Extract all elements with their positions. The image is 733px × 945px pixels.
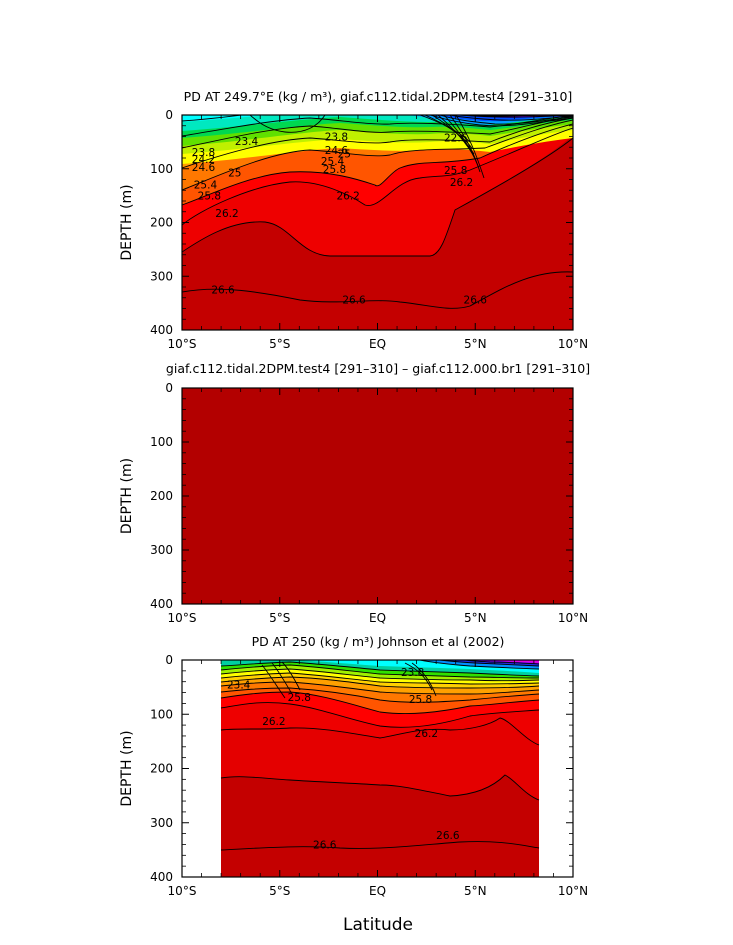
contour-label: 25.8 — [323, 164, 346, 176]
contour-label: 26.2 — [415, 728, 438, 740]
contour-label: 24.2 — [192, 154, 215, 166]
y-tick-label: 100 — [150, 162, 173, 176]
y-tick-label: 400 — [150, 323, 173, 337]
panel-1-axes: 10°S 5°S EQ 5°N 10°N 0 100 200 300 400 DEPTH (m) — [119, 108, 588, 351]
panel-2: giaf.c112.tidal.2DPM.test4 [291–310] – g… — [119, 361, 590, 625]
contour-label: 26.2 — [336, 191, 359, 203]
contour-label: 26.2 — [262, 716, 285, 728]
contour-label: 22.6 — [444, 133, 468, 145]
contour-label: 26.2 — [450, 177, 473, 189]
contour-label: 25 — [338, 149, 351, 161]
x-tick-label: 10°S — [168, 884, 197, 898]
y-tick-label: 300 — [150, 269, 173, 283]
contour-label: 25 — [228, 168, 241, 180]
contour-label: 23.4 — [227, 679, 251, 691]
x-tick-label: 10°N — [558, 337, 588, 351]
y-tick-label: 0 — [165, 108, 173, 122]
panel-3-contour-labels: 23.425.826.226.226.626.623.825.8 — [227, 667, 460, 852]
contour-label: 26.6 — [211, 285, 235, 297]
panel-3-title: PD AT 250 (kg / m³) Johnson et al (2002) — [252, 634, 505, 649]
contour-label: 25.4 — [321, 156, 345, 168]
y-tick-label: 200 — [150, 762, 173, 776]
contour-label: 23.8 — [192, 147, 215, 159]
contour-label: 26.6 — [313, 839, 337, 851]
panel-2-axes: 10°S 5°S EQ 5°N 10°N 0 100 200 300 400 DEPTH (m) — [119, 381, 588, 625]
y-tick-label: 100 — [150, 707, 173, 721]
panel-2-title: giaf.c112.tidal.2DPM.test4 [291–310] – g… — [166, 361, 590, 376]
x-tick-label: 5°S — [269, 337, 290, 351]
x-tick-label: 10°S — [168, 611, 197, 625]
y-axis-label: DEPTH (m) — [119, 730, 135, 806]
panel-3: PD AT 250 (kg / m³) Johnson et al (2002) — [119, 634, 588, 898]
x-tick-label: EQ — [369, 337, 386, 351]
y-tick-label: 400 — [150, 870, 173, 884]
panel-1-title: PD AT 249.7°E (kg / m³), giaf.c112.tidal… — [184, 89, 573, 104]
y-tick-label: 300 — [150, 543, 173, 557]
x-tick-label: 5°S — [269, 611, 290, 625]
y-tick-label: 0 — [165, 653, 173, 667]
y-axis-label: DEPTH (m) — [119, 458, 135, 534]
y-tick-label: 200 — [150, 216, 173, 230]
panel-1: PD AT 249.7°E (kg / m³), giaf.c112.tidal… — [119, 89, 588, 351]
y-tick-label: 100 — [150, 435, 173, 449]
x-tick-label: 10°N — [558, 611, 588, 625]
x-tick-label: 5°N — [464, 611, 487, 625]
panel-3-contour-lines — [220, 660, 540, 851]
contour-label: 25.8 — [198, 191, 221, 203]
y-tick-label: 400 — [150, 597, 173, 611]
y-tick-label: 0 — [165, 381, 173, 395]
x-tick-label: 5°N — [464, 884, 487, 898]
contour-label: 25.8 — [409, 694, 432, 706]
contour-label: 24.6 — [325, 145, 349, 157]
y-tick-label: 300 — [150, 816, 173, 830]
contour-label: 26.6 — [464, 294, 488, 306]
contour-label: 25.8 — [288, 692, 311, 704]
x-tick-label: 10°N — [558, 884, 588, 898]
panel-3-filled-contours — [221, 660, 539, 877]
contour-label: 26.2 — [215, 208, 238, 220]
contour-label: 23.4 — [235, 136, 259, 148]
x-tick-label: 5°S — [269, 884, 290, 898]
panel-3-axes: 10°S 5°S EQ 5°N 10°N 0 100 200 300 400 DEPTH (m) — [119, 653, 588, 898]
x-tick-label: 10°S — [168, 337, 197, 351]
panel-1-contour-lines — [182, 115, 573, 309]
panel-2-fill — [182, 388, 573, 604]
x-tick-label: 5°N — [464, 337, 487, 351]
contour-label: 25.8 — [444, 165, 467, 177]
x-tick-label: EQ — [369, 884, 386, 898]
y-axis-label: DEPTH (m) — [119, 184, 135, 260]
contour-label: 25.4 — [194, 179, 218, 191]
contour-label: 23.8 — [401, 667, 424, 679]
y-tick-label: 200 — [150, 489, 173, 503]
x-tick-label: EQ — [369, 611, 386, 625]
contour-label: 26.6 — [342, 294, 366, 306]
contour-label: 23.8 — [325, 132, 348, 144]
x-axis-label: Latitude — [343, 915, 413, 935]
contour-label: 24.6 — [192, 162, 216, 174]
contour-label: 26.6 — [436, 830, 460, 842]
